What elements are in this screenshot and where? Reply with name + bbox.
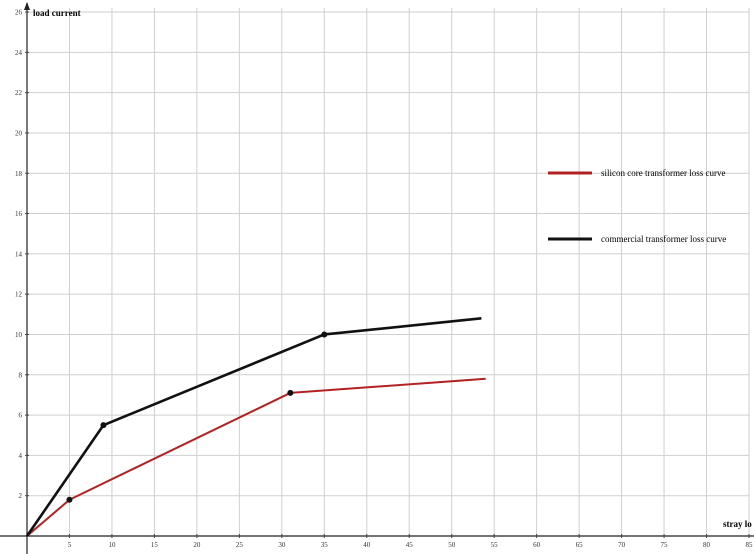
y-tick-label: 18 (15, 170, 23, 178)
y-tick-label: 24 (15, 49, 23, 57)
x-tick-label: 75 (661, 541, 669, 549)
x-tick-label: 55 (491, 541, 499, 549)
y-tick-label: 8 (19, 371, 23, 379)
x-tick-label: 45 (406, 541, 414, 549)
x-tick-label: 10 (108, 541, 116, 549)
legend-label: commercial transformer loss curve (601, 234, 726, 244)
x-tick-label: 80 (703, 541, 711, 549)
y-tick-label: 6 (19, 412, 23, 420)
x-tick-labels: 5 10 15 20 25 30 35 40 45 50 55 60 65 70 75 80 85 (68, 534, 753, 549)
series-line-1 (26, 377, 486, 537)
x-tick-label: 35 (321, 541, 329, 549)
x-tick-label: 20 (193, 541, 201, 549)
grid (27, 8, 750, 536)
series-line-2 (25, 317, 482, 537)
legend: silicon core transformer loss curve comme… (548, 168, 726, 244)
y-tick-label: 2 (19, 492, 23, 500)
x-tick-label: 30 (278, 541, 286, 549)
x-tick-label: 40 (363, 541, 371, 549)
x-tick-label: 5 (68, 541, 72, 549)
y-tick-label: 14 (15, 250, 23, 258)
data-point (100, 422, 107, 429)
data-point (321, 331, 328, 338)
y-tick-label: 26 (15, 9, 23, 17)
y-tick-label: 12 (15, 291, 23, 299)
x-axis-title: stray lo (723, 519, 752, 529)
y-tick-label: 4 (19, 452, 23, 460)
y-tick-label: 22 (15, 89, 23, 97)
x-tick-label: 25 (236, 541, 244, 549)
data-point (66, 496, 73, 503)
data-point (287, 389, 294, 396)
x-tick-label: 65 (576, 541, 584, 549)
x-tick-label: 15 (151, 541, 159, 549)
series-group (25, 317, 486, 537)
y-tick-label: 20 (15, 129, 23, 137)
x-tick-label: 50 (448, 541, 456, 549)
y-tick-label: 10 (15, 331, 23, 339)
y-axis-title: load current (33, 8, 81, 18)
legend-label: silicon core transformer loss curve (601, 168, 725, 178)
x-tick-label: 85 (746, 541, 754, 549)
y-axis-arrow-icon (24, 2, 30, 10)
y-tick-label: 16 (15, 210, 23, 218)
x-tick-label: 60 (533, 541, 541, 549)
x-tick-label: 70 (618, 541, 626, 549)
